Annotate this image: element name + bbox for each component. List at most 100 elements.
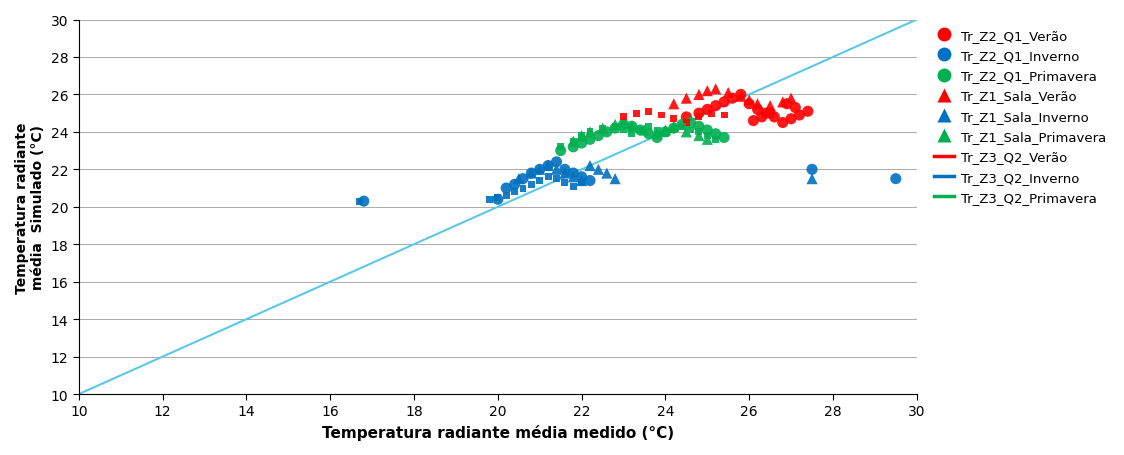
Point: [506, 181, 524, 188]
Point: [690, 133, 708, 140]
Point: [664, 116, 682, 123]
Point: [640, 123, 658, 131]
Point: [715, 99, 733, 106]
Point: [552, 147, 570, 155]
Point: [707, 136, 725, 144]
Point: [355, 198, 373, 205]
Point: [564, 174, 582, 181]
Point: [615, 127, 633, 134]
Point: [581, 177, 599, 185]
Point: [690, 123, 708, 131]
Point: [564, 183, 582, 190]
Point: [681, 127, 699, 134]
Point: [690, 129, 708, 136]
Point: [749, 101, 767, 108]
Point: [673, 121, 691, 129]
Point: [540, 174, 558, 181]
Point: [581, 136, 599, 144]
Point: [656, 129, 674, 136]
Point: [803, 166, 821, 173]
Point: [773, 99, 791, 106]
Point: [707, 103, 725, 110]
Point: [547, 176, 565, 183]
Point: [506, 189, 524, 196]
Point: [572, 177, 590, 185]
Point: [635, 127, 653, 134]
Point: [615, 114, 633, 121]
Point: [724, 95, 742, 102]
Point: [531, 177, 549, 185]
Point: [523, 170, 541, 177]
Point: [606, 176, 624, 183]
Point: [632, 127, 650, 134]
Point: [787, 105, 805, 112]
Point: [497, 192, 515, 200]
Point: [589, 166, 607, 173]
X-axis label: Temperatura radiante média medido (°C): Temperatura radiante média medido (°C): [321, 424, 674, 440]
Point: [664, 101, 682, 108]
Point: [623, 131, 641, 138]
Point: [540, 162, 558, 170]
Point: [514, 176, 532, 183]
Point: [652, 112, 670, 119]
Point: [564, 170, 582, 177]
Point: [649, 135, 667, 142]
Point: [887, 176, 905, 183]
Point: [649, 127, 667, 134]
Point: [598, 170, 616, 177]
Point: [540, 162, 558, 170]
Point: [623, 123, 641, 131]
Point: [480, 196, 498, 203]
Point: [598, 129, 616, 136]
Point: [556, 170, 574, 177]
Point: [732, 91, 750, 99]
Point: [698, 136, 716, 144]
Point: [715, 112, 733, 119]
Point: [664, 125, 682, 132]
Point: [572, 133, 590, 140]
Point: [581, 162, 599, 170]
Point: [678, 120, 696, 127]
Point: [572, 140, 590, 147]
Point: [690, 91, 708, 99]
Point: [593, 125, 611, 132]
Point: [606, 125, 624, 132]
Point: [702, 110, 720, 117]
Point: [707, 131, 725, 138]
Point: [756, 110, 774, 117]
Point: [581, 129, 599, 136]
Point: [649, 131, 667, 138]
Point: [698, 127, 716, 134]
Point: [510, 176, 528, 183]
Point: [761, 103, 779, 110]
Point: [761, 110, 779, 117]
Point: [753, 114, 771, 121]
Point: [681, 120, 699, 127]
Point: [581, 129, 599, 136]
Point: [489, 194, 507, 202]
Point: [690, 110, 708, 117]
Point: [664, 127, 682, 134]
Point: [698, 106, 716, 114]
Point: [547, 166, 565, 173]
Point: [572, 179, 590, 187]
Point: [778, 101, 796, 108]
Point: [615, 121, 633, 129]
Point: [640, 108, 658, 116]
Point: [615, 120, 633, 127]
Point: [606, 123, 624, 131]
Point: [606, 121, 624, 129]
Point: [698, 88, 716, 95]
Point: [698, 133, 716, 140]
Point: [719, 90, 737, 97]
Legend: Tr_Z2_Q1_Verão, Tr_Z2_Q1_Inverno, Tr_Z2_Q1_Primavera, Tr_Z1_Sala_Verão, Tr_Z1_Sa: Tr_Z2_Q1_Verão, Tr_Z2_Q1_Inverno, Tr_Z2_…: [932, 27, 1108, 207]
Point: [678, 129, 696, 136]
Point: [514, 185, 532, 192]
Point: [523, 170, 541, 177]
Point: [556, 166, 574, 173]
Point: [531, 166, 549, 173]
Point: [790, 112, 808, 119]
Point: [749, 106, 767, 114]
Point: [744, 118, 762, 125]
Point: [690, 114, 708, 121]
